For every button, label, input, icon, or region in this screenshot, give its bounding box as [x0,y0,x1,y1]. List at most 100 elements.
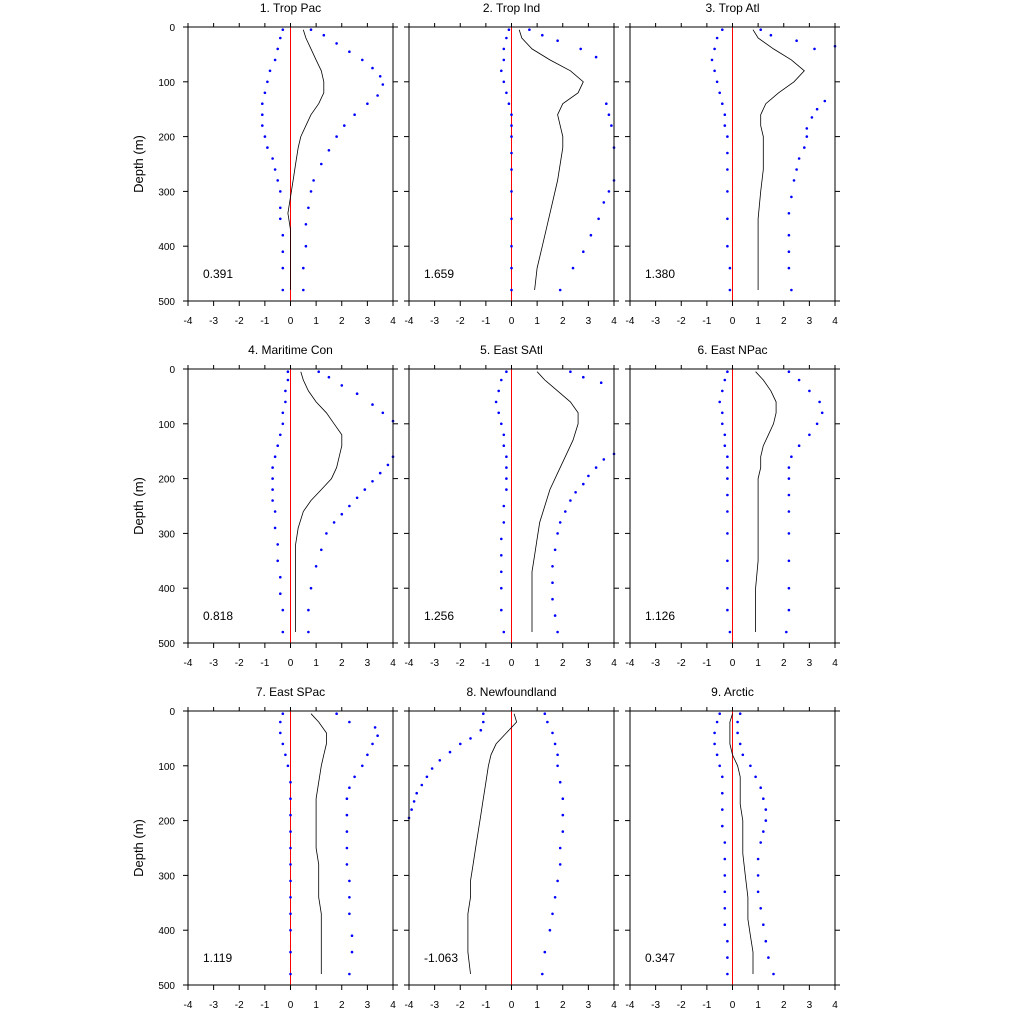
low-bound-point [410,808,413,811]
panel-2: 2. Trop Ind -4 -3 -2 -1 0 1 2 3 4 1.659 [404,1,619,327]
low-bound-point [723,857,727,861]
x-tick-label: -4 [184,316,193,327]
high-bound-point [340,384,344,387]
high-bound-point [553,548,557,552]
x-tick-label: 3 [365,316,371,327]
x-tick-label: -1 [702,658,711,669]
y-axis-label: Depth (m) [131,819,146,877]
low-bound-point [271,477,274,480]
high-bound-point [787,212,791,215]
high-bound-point [756,874,760,877]
low-bound-point [448,750,452,754]
low-bound-point [281,422,285,426]
x-tick-label: -4 [405,316,414,327]
x-tick-label: 3 [586,1000,592,1011]
high-bound-point [528,28,531,32]
high-bound-point [787,608,791,612]
x-tick-label: -4 [405,658,414,669]
low-bound-point [718,712,721,715]
high-bound-point [756,890,760,894]
low-bound-point [721,808,724,811]
low-bound-point [479,728,483,732]
x-tick-label: 1 [755,316,761,327]
panel-value-label: -1.063 [424,951,458,965]
high-bound-point [556,630,559,634]
low-bound-point [279,217,282,221]
x-tick-label: 1 [755,1000,761,1011]
panel-title: 6. East NPac [697,343,767,357]
x-tick-label: 2 [339,658,345,669]
low-bound-point [726,477,729,480]
high-bound-point [335,42,338,45]
low-bound-point [723,890,727,894]
high-bound-point [350,950,354,954]
panel-6: 6. East NPac -4 -3 -2 -1 0 1 2 3 4 1.126 [625,343,840,669]
low-bound-point [263,135,267,138]
x-tick-label: -4 [184,1000,193,1011]
high-bound-point [551,597,554,601]
high-bound-point [820,411,824,415]
low-bound-point [502,47,506,51]
low-bound-point [281,608,285,612]
x-tick-label: 1 [313,658,319,669]
low-bound-point [281,266,285,270]
mean-profile-line [755,371,777,632]
low-bound-point [723,378,727,382]
low-bound-point [273,168,277,171]
high-bound-point [340,512,344,516]
low-bound-point [726,217,729,221]
x-tick-label: 4 [832,316,838,327]
low-bound-point [279,190,282,193]
x-tick-label: -4 [405,1000,414,1011]
y-tick-label: 400 [158,926,175,937]
low-bound-point [510,151,513,155]
low-bound-point [415,791,419,795]
low-bound-point [505,466,508,469]
y-tick-label: 100 [158,78,175,89]
high-bound-point [738,712,742,715]
low-bound-point [713,47,716,51]
low-bound-point [266,146,269,149]
high-bound-point [361,764,364,768]
y-tick-label: 300 [158,871,175,882]
high-bound-point [345,863,349,866]
x-tick-label: -2 [235,1000,244,1011]
x-tick-label: 1 [534,316,540,327]
low-bound-point [502,58,506,62]
high-bound-point [541,33,544,37]
high-bound-point [381,411,385,415]
high-bound-point [348,912,351,916]
high-bound-point [353,113,356,116]
x-tick-label: 0 [288,316,294,327]
low-bound-point [715,753,719,757]
x-tick-label: -1 [702,316,711,327]
x-tick-label: 2 [339,1000,345,1011]
low-bound-point [713,742,716,746]
low-bound-point [510,113,513,116]
low-bound-point [505,370,508,374]
high-bound-point [366,102,369,105]
low-bound-point [289,972,292,976]
y-tick-label: 0 [169,23,175,34]
x-tick-label: 4 [832,658,838,669]
low-bound-point [505,477,508,480]
high-bound-point [736,731,739,735]
high-bound-point [302,288,305,292]
panel-value-label: 0.347 [645,951,675,965]
x-tick-label: 4 [611,658,617,669]
x-tick-label: -3 [209,316,218,327]
high-bound-point [569,370,572,374]
x-tick-label: -2 [456,658,465,669]
low-bound-point [273,510,277,513]
x-tick-label: 0 [509,1000,515,1011]
y-tick-label: 100 [158,420,175,431]
low-bound-point [721,389,724,393]
x-tick-label: -3 [209,658,218,669]
high-bound-point [818,400,821,404]
low-bound-point [438,759,442,762]
low-bound-point [276,179,280,182]
mean-profile-line [295,371,343,632]
high-bound-point [594,55,598,59]
high-bound-point [558,780,562,784]
low-bound-point [505,36,508,40]
